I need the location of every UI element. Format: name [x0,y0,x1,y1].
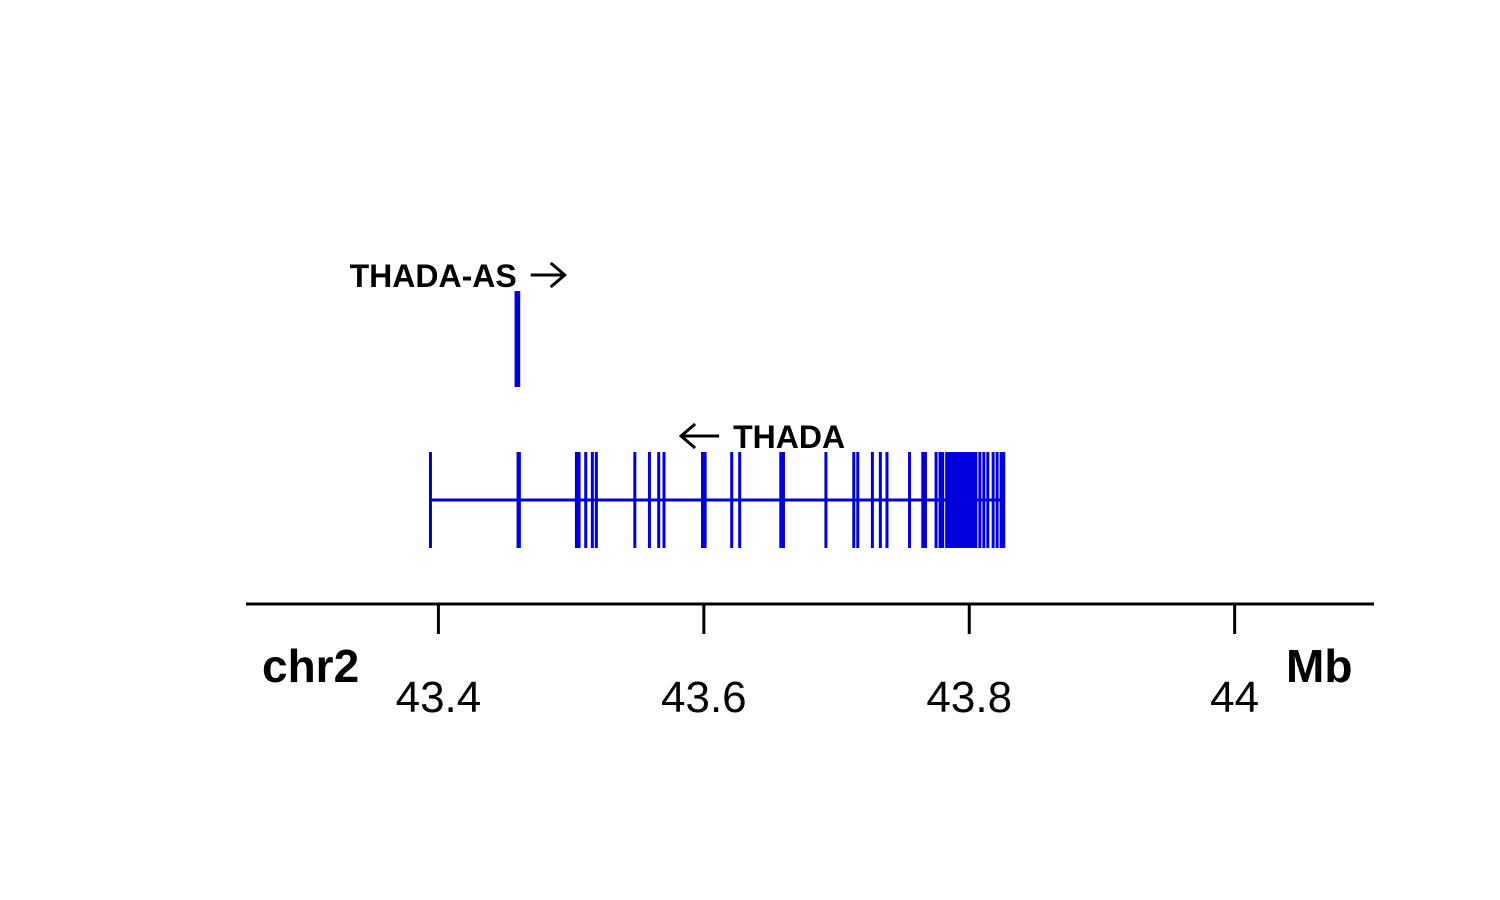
genome-axis: 43.4 43.6 43.8 44 chr2 Mb [246,602,1374,722]
genes-layer: THADA-AS THADA [350,258,1006,548]
gene-thada-as: THADA-AS [350,258,568,387]
chromosome-label: chr2 [262,640,359,692]
gene-label: THADA [733,419,845,455]
tick-label: 43.4 [396,673,482,722]
tick-label: 44 [1210,673,1259,722]
unit-label: Mb [1286,640,1352,692]
gene-thada: THADA [428,419,1006,548]
axis-ticks: 43.4 43.6 43.8 44 [396,604,1259,722]
gene-label: THADA-AS [350,258,517,294]
strand-arrow-left-icon [678,422,720,450]
tick-label: 43.8 [926,673,1012,722]
tick-label: 43.6 [661,673,747,722]
strand-arrow-right-icon [530,261,568,289]
